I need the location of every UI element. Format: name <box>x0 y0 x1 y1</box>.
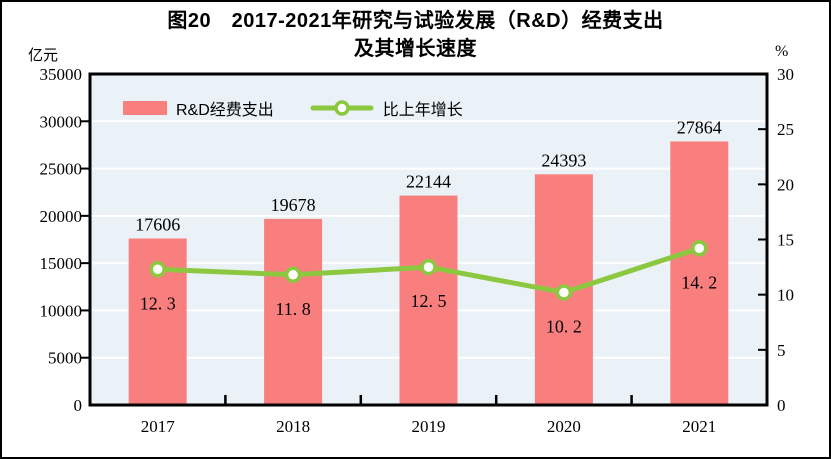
x-category-label: 2021 <box>682 417 716 436</box>
y-tick-label-left: 30000 <box>40 112 83 131</box>
y-tick-label-right: 0 <box>777 396 786 415</box>
line-marker-2019 <box>420 258 437 276</box>
legend-line-label: 比上年增长 <box>382 102 463 119</box>
bar-2021 <box>670 141 729 405</box>
legend-bar-swatch-icon <box>123 101 167 115</box>
y-tick-label-right: 30 <box>777 65 794 84</box>
bar-2019 <box>399 195 458 405</box>
chart-title-line2: 及其增长速度 <box>354 38 477 60</box>
chart-title-line1: 图20 2017-2021年研究与试验发展（R&D）经费支出 <box>167 10 664 32</box>
y-tick-label-right: 25 <box>777 120 794 139</box>
bar-2018 <box>264 218 323 405</box>
y-tick-label-right: 20 <box>777 175 794 194</box>
line-marker-2018 <box>284 266 302 284</box>
bar-value-label: 22144 <box>406 172 451 192</box>
y-tick-label-left: 10000 <box>40 301 83 320</box>
x-category-label: 2017 <box>141 417 176 436</box>
legend-bar-label: R&D经费支出 <box>176 102 274 119</box>
x-category-label: 2018 <box>276 417 310 436</box>
bar-value-label: 17606 <box>135 214 180 234</box>
chart-title: 图20 2017-2021年研究与试验发展（R&D）经费支出 及其增长速度 <box>2 7 829 63</box>
growth-value-label: 12. 5 <box>411 291 447 311</box>
line-marker-2021 <box>691 240 708 257</box>
growth-value-label: 12. 3 <box>140 293 176 313</box>
growth-value-label: 14. 2 <box>681 272 717 292</box>
legend-line-marker-icon <box>310 100 374 116</box>
y-tick-label-right: 15 <box>777 231 794 250</box>
y-tick-label-left: 20000 <box>40 207 83 226</box>
bar-value-label: 19678 <box>271 195 316 215</box>
line-marker-2020 <box>555 284 573 301</box>
bar-value-label: 27864 <box>677 117 722 137</box>
growth-value-label: 11. 8 <box>275 299 310 319</box>
x-category-label: 2020 <box>547 417 581 436</box>
legend: R&D经费支出 比上年增长 <box>123 97 463 119</box>
bar-value-label: 24393 <box>541 150 586 170</box>
y-tick-label-left: 0 <box>74 396 83 415</box>
y-tick-label-left: 5000 <box>48 349 82 368</box>
y-tick-label-left: 35000 <box>40 65 83 84</box>
y-tick-label-right: 10 <box>777 286 794 305</box>
left-axis-unit-label: 亿元 <box>28 47 59 64</box>
y-tick-label-left: 15000 <box>40 254 83 273</box>
growth-value-label: 10. 2 <box>546 316 582 336</box>
line-marker-2017 <box>149 261 166 278</box>
right-axis-unit-label: % <box>775 43 789 60</box>
y-tick-label-right: 5 <box>777 341 786 360</box>
x-category-label: 2019 <box>412 417 446 436</box>
y-tick-label-left: 25000 <box>40 160 83 179</box>
